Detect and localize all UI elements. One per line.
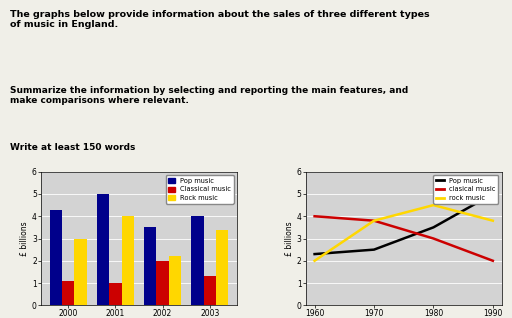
Text: Write at least 150 words: Write at least 150 words [10,143,136,152]
rock music [431,203,437,207]
Pop music [371,248,377,252]
Line: Pop music: Pop music [314,194,493,254]
clasical music [490,259,496,263]
clasical music [431,237,437,240]
Bar [204,276,216,305]
rock music [371,219,377,223]
Bar [121,216,134,305]
Bar [97,194,109,305]
Bar [74,238,87,305]
Bar [109,283,121,305]
Line: clasical music: clasical music [314,216,493,261]
Bar [62,281,74,305]
Pop music [490,192,496,196]
Y-axis label: £ billions: £ billions [285,221,294,256]
rock music [490,219,496,223]
Y-axis label: £ billions: £ billions [20,221,29,256]
Legend: Pop music, Classical music, Rock music: Pop music, Classical music, Rock music [165,175,233,204]
clasical music [311,214,317,218]
rock music [311,259,317,263]
Bar [216,230,228,305]
Bar [144,227,157,305]
Text: The graphs below provide information about the sales of three different types
of: The graphs below provide information abo… [10,10,430,29]
Bar [157,261,169,305]
Text: Summarize the information by selecting and reporting the main features, and
make: Summarize the information by selecting a… [10,86,409,105]
Bar [50,210,62,305]
Pop music [431,225,437,229]
Legend: Pop music, clasical music, rock music: Pop music, clasical music, rock music [433,175,498,204]
clasical music [371,219,377,223]
Pop music [311,252,317,256]
Bar [169,256,181,305]
Line: rock music: rock music [314,205,493,261]
Bar [191,216,204,305]
